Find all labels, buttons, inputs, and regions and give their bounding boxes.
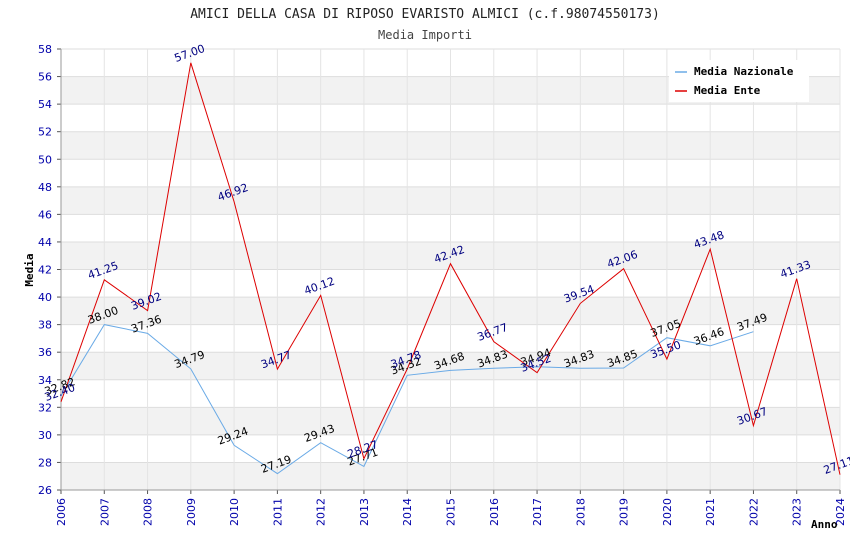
y-axis-label: Media [23,253,36,286]
x-tick-label: 2007 [98,498,111,526]
legend-label-ente: Media Ente [694,84,761,97]
y-tick-label: 56 [38,71,52,84]
y-tick-label: 58 [38,43,52,56]
y-tick-label: 30 [38,429,52,442]
y-tick-label: 52 [38,126,52,139]
grid-lines [57,48,841,494]
x-tick-label: 2021 [704,498,717,526]
x-tick-label: 2018 [574,498,587,526]
x-tick-label: 2008 [142,498,155,526]
y-tick-labels: 26 28 30 32 34 36 38 40 42 44 46 48 50 52 54 56 58 [38,43,52,497]
x-tick-label: 2015 [445,498,458,526]
x-tick-label: 2024 [834,498,847,526]
y-tick-label: 28 [38,456,52,469]
x-tick-label: 2023 [791,498,804,526]
y-tick-label: 50 [38,153,52,166]
y-tick-label: 54 [38,98,52,111]
series-lines [60,62,841,475]
y-tick-label: 34 [38,374,52,387]
x-tick-label: 2010 [228,498,241,526]
x-tick-label: 2014 [401,498,414,526]
y-tick-label: 32 [38,401,52,414]
x-tick-label: 2020 [661,498,674,526]
y-tick-label: 38 [38,319,52,332]
y-tick-label: 26 [38,484,52,497]
legend-label-nazionale: Media Nazionale [694,65,794,78]
y-tick-label: 40 [38,291,52,304]
x-tick-label: 2011 [271,498,284,526]
legend: Media Nazionale Media Ente [669,60,809,102]
x-tick-label: 2016 [488,498,501,526]
x-axis-label: Anno [811,518,838,531]
legend-box [669,60,809,102]
x-tick-label: 2013 [358,498,371,526]
chart-subtitle: Media Importi [378,28,472,42]
series-line-ente [60,62,841,475]
axes [60,49,840,491]
x-tick-label: 2017 [531,498,544,526]
x-tick-labels: 2006 2007 2008 2009 2010 2011 2012 2013 2014 2015… [55,498,847,526]
series-line-nazionale [60,324,754,475]
x-tick-label: 2019 [618,498,631,526]
x-tick-label: 2012 [315,498,328,526]
x-tick-label: 2009 [185,498,198,526]
chart-title: AMICI DELLA CASA DI RIPOSO EVARISTO ALMI… [190,7,660,22]
y-tick-label: 36 [38,346,52,359]
y-tick-label: 42 [38,264,52,277]
x-tick-label: 2006 [55,498,68,526]
y-tick-label: 44 [38,236,52,249]
y-tick-label: 48 [38,181,52,194]
x-tick-label: 2022 [747,498,760,526]
y-tick-label: 46 [38,208,52,221]
